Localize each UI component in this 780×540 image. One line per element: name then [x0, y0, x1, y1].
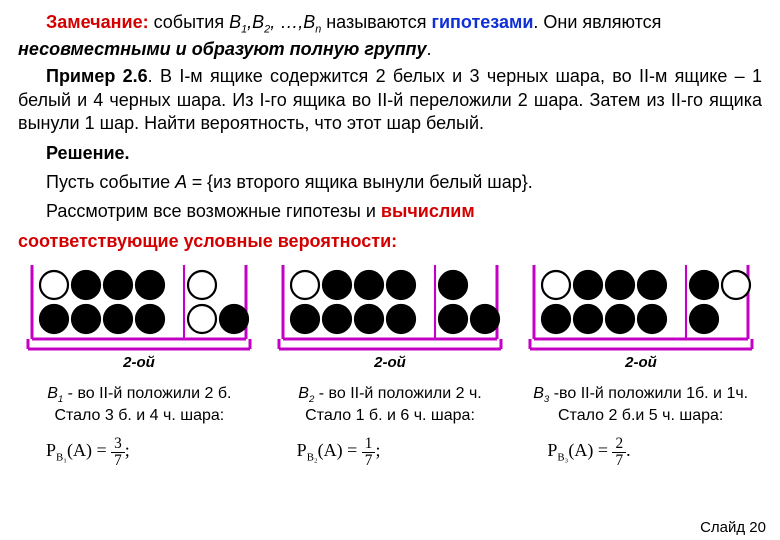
- col-1: 2-ой B1 - во II-й положили 2 б. Стало 3 …: [18, 259, 261, 468]
- hypotheses-word: гипотезами: [431, 12, 533, 32]
- remark-label: Замечание:: [46, 12, 149, 32]
- svg-text:2-ой: 2-ой: [122, 354, 155, 371]
- example-text: Пример 2.6. В I-м ящике содержится 2 бел…: [18, 65, 762, 135]
- hyp-1: B1 - во II-й положили 2 б. Стало 3 б. и …: [18, 384, 261, 426]
- prob-2: PB₂(A) = 17;: [269, 436, 512, 468]
- col-2: 2-ой B2 - во II-й положили 2 ч. Стало 1 …: [269, 259, 512, 468]
- svg-text:2-ой: 2-ой: [624, 354, 657, 371]
- prob-3: PB₃(A) = 27.: [519, 436, 762, 468]
- hyp-3: B3 -во II-й положили 1б. и 1ч. Стало 2 б…: [519, 384, 762, 426]
- solution-title: Решение.: [18, 142, 762, 165]
- diagram-2: 2-ой: [275, 259, 505, 379]
- event-A-line: Пусть событие A = {из второго ящика выну…: [18, 171, 762, 194]
- remark: Замечание: события B1,B2, …,Bn называютс…: [18, 10, 762, 61]
- slide-number: Слайд 20: [700, 519, 766, 536]
- incompatible: несовместными: [18, 39, 171, 59]
- cond-prob-line: соответствующие условные вероятности:: [18, 230, 762, 253]
- col-3: 2-ой B3 -во II-й положили 1б. и 1ч. Стал…: [519, 259, 762, 468]
- diagram-1: 2-ой: [24, 259, 254, 379]
- diagram-3: 2-ой: [526, 259, 756, 379]
- event-list: B1,B2, …,Bn: [229, 12, 326, 32]
- full-group: образуют полную группу: [192, 39, 427, 59]
- hyp-2: B2 - во II-й положили 2 ч. Стало 1 б. и …: [269, 384, 512, 426]
- consider-line: Рассмотрим все возможные гипотезы и вычи…: [18, 200, 762, 223]
- slide: Замечание: события B1,B2, …,Bn называютс…: [0, 0, 780, 540]
- remark-t2: называются: [326, 12, 426, 32]
- diagram-row: 2-ой B1 - во II-й положили 2 б. Стало 3 …: [18, 259, 762, 468]
- prob-1: PB₁(A) = 37;: [18, 436, 261, 468]
- example-title: Пример 2.6: [46, 66, 148, 86]
- remark-t1: события: [154, 12, 225, 32]
- svg-text:2-ой: 2-ой: [373, 354, 406, 371]
